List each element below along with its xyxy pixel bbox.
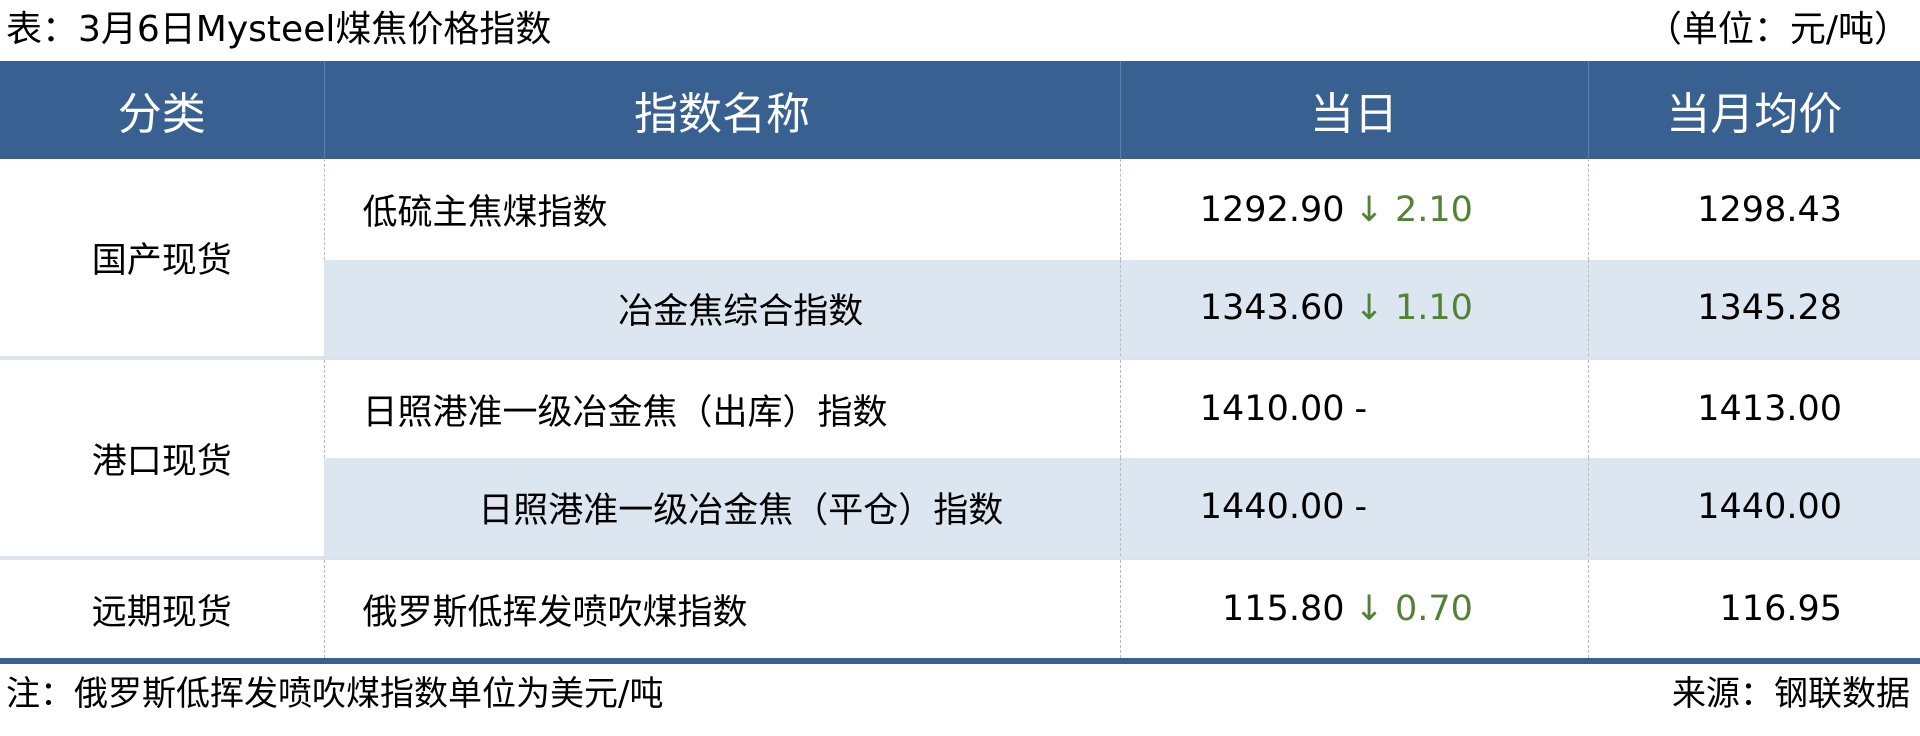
- header-month-avg: 当月均价: [1587, 61, 1920, 159]
- month-avg: 1440.00: [1587, 458, 1920, 558]
- today-cell: 1292.90 ↓ 2.10: [1119, 159, 1588, 260]
- table-row: 冶金焦综合指数 1343.60 ↓ 1.10 1345.28: [0, 260, 1920, 358]
- change-value: -: [1354, 487, 1368, 527]
- table-row: 国产现货 低硫主焦煤指数 1292.90 ↓ 2.10 1298.43: [0, 159, 1920, 281]
- header-category: 分类: [0, 61, 324, 159]
- month-avg: 1413.00: [1587, 356, 1920, 458]
- today-value: 1440.00: [1199, 487, 1345, 527]
- today-cell: 1410.00-: [1119, 356, 1588, 458]
- today-value: 115.80: [1222, 589, 1345, 629]
- source-label: 来源：钢联数据: [1672, 674, 1910, 714]
- category-cell: 国产现货: [91, 241, 232, 281]
- change-value: ↓ 2.10: [1354, 189, 1473, 230]
- today-value: 1410.00: [1199, 389, 1345, 429]
- category-cell: 远期现货: [0, 556, 324, 661]
- today-value: 1343.60: [1199, 288, 1345, 328]
- month-avg: 1345.28: [1587, 260, 1920, 358]
- today-cell: 1343.60 ↓ 1.10: [1119, 260, 1588, 358]
- month-avg: 1298.43: [1587, 159, 1920, 260]
- index-name: 低硫主焦煤指数: [323, 159, 1120, 260]
- table-title: 表：3月6日Mysteel煤焦价格指数: [6, 9, 552, 50]
- change-value: ↓ 1.10: [1354, 288, 1473, 328]
- table-row: 港口现货 日照港准一级冶金焦（出库）指数 1410.00-1413.00: [0, 356, 1920, 558]
- today-cell: 1440.00-: [1119, 458, 1588, 558]
- unit-label: （单位：元/吨）: [1645, 9, 1910, 50]
- footnote: 注：俄罗斯低挥发喷吹煤指数单位为美元/吨: [6, 674, 664, 714]
- index-name: 日照港准一级冶金焦（出库）指数: [323, 356, 1120, 458]
- header-index-name: 指数名称: [323, 61, 1120, 159]
- today-cell: 115.80 ↓ 0.70: [1119, 556, 1588, 661]
- index-name: 日照港准一级冶金焦（平仓）指数: [324, 458, 1120, 558]
- price-index-table: 分类 指数名称 当日 当月均价 国产现货 低硫主焦煤指数 1292.90 ↓ 2.10…: [0, 61, 1920, 664]
- table-row: 日照港准一级冶金焦（平仓）指数 1440.00-1440.00: [0, 458, 1920, 558]
- index-name: 冶金焦综合指数: [324, 260, 1120, 358]
- table-row: 远期现货 俄罗斯低挥发喷吹煤指数 115.80 ↓ 0.70 116.95: [0, 556, 1920, 661]
- today-value: 1292.90: [1199, 189, 1345, 230]
- index-name: 俄罗斯低挥发喷吹煤指数: [323, 556, 1120, 661]
- change-value: ↓ 0.70: [1354, 589, 1473, 629]
- month-avg: 116.95: [1587, 556, 1920, 661]
- category-cell: 港口现货: [0, 356, 324, 558]
- change-value: -: [1354, 389, 1368, 429]
- header-today: 当日: [1119, 61, 1588, 159]
